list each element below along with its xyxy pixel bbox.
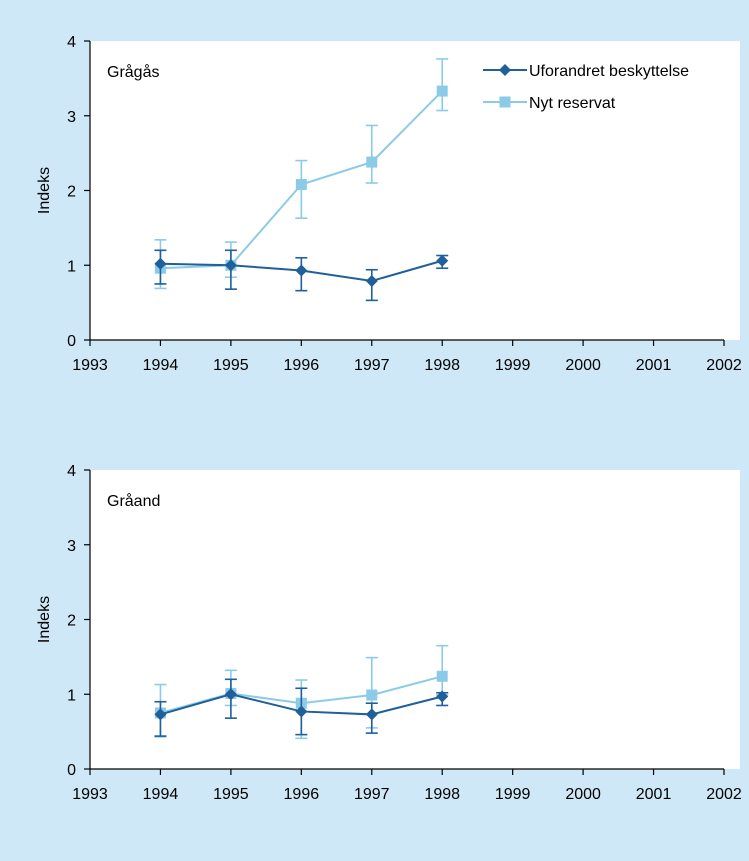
x-tick-label: 2001 — [636, 786, 672, 803]
data-point — [366, 156, 378, 168]
plot-area — [90, 470, 740, 769]
data-point — [295, 264, 308, 277]
x-tick-label: 2002 — [706, 786, 742, 803]
y-tick-label: 4 — [67, 463, 76, 480]
y-tick-label: 0 — [67, 762, 76, 779]
x-tick-label: 1996 — [284, 357, 320, 374]
x-tick-label: 1997 — [354, 786, 390, 803]
data-point — [295, 179, 307, 191]
y-tick-label: 2 — [67, 184, 76, 201]
data-point — [365, 274, 378, 287]
data-point — [366, 689, 378, 701]
y-tick-label: 1 — [67, 687, 76, 704]
data-point — [436, 85, 448, 97]
data-point — [224, 259, 237, 272]
legend-marker — [499, 96, 511, 108]
y-tick-label: 2 — [67, 613, 76, 630]
legend-marker — [499, 64, 511, 76]
x-tick-label: 2002 — [706, 357, 742, 374]
x-tick-label: 1993 — [72, 786, 108, 803]
x-tick-label: 1994 — [143, 786, 179, 803]
x-tick-label: 1996 — [284, 786, 320, 803]
data-point — [295, 705, 308, 718]
chart-grågås: 0 1 2 3 4 1993 1994 1995 1996 1997 1998 1999 2000 200… — [36, 34, 742, 374]
data-point — [365, 708, 378, 721]
chart-title: Grågås — [107, 63, 159, 81]
x-tick-label: 1998 — [424, 357, 460, 374]
y-tick-label: 0 — [67, 333, 76, 350]
data-point — [436, 670, 448, 682]
data-point — [224, 688, 237, 701]
y-tick-label: 1 — [67, 258, 76, 275]
x-tick-label: 1993 — [72, 357, 108, 374]
x-tick-label: 1998 — [424, 786, 460, 803]
y-tick-label: 3 — [67, 538, 76, 555]
chart-title: Gråand — [107, 492, 160, 510]
y-tick-label: 3 — [67, 109, 76, 126]
x-tick-label: 1995 — [213, 357, 249, 374]
x-tick-label: 1999 — [495, 357, 531, 374]
y-axis-label: Indeks — [36, 167, 53, 214]
data-point — [154, 708, 167, 721]
x-tick-label: 1997 — [354, 357, 390, 374]
data-point — [154, 257, 167, 270]
y-axis-label: Indeks — [36, 596, 53, 643]
x-tick-label: 1994 — [143, 357, 179, 374]
series-0 — [154, 249, 449, 302]
chart-gråand: 0 1 2 3 4 1993 1994 1995 1996 1997 1998 1999 2000 200… — [36, 463, 742, 803]
x-tick-label: 1999 — [495, 786, 531, 803]
legend-label: Nyt reservat — [529, 95, 616, 112]
y-tick-label: 4 — [67, 34, 76, 51]
data-point — [436, 254, 449, 267]
legend-label: Uforandret beskyttelse — [529, 63, 689, 80]
plot-area — [90, 41, 740, 340]
legend: Uforandret beskyttelse Nyt reservat — [483, 63, 689, 112]
x-tick-label: 2000 — [565, 357, 601, 374]
x-tick-label: 1995 — [213, 786, 249, 803]
x-tick-label: 2001 — [636, 357, 672, 374]
series-0 — [154, 678, 449, 737]
x-tick-label: 2000 — [565, 786, 601, 803]
data-point — [436, 690, 449, 703]
